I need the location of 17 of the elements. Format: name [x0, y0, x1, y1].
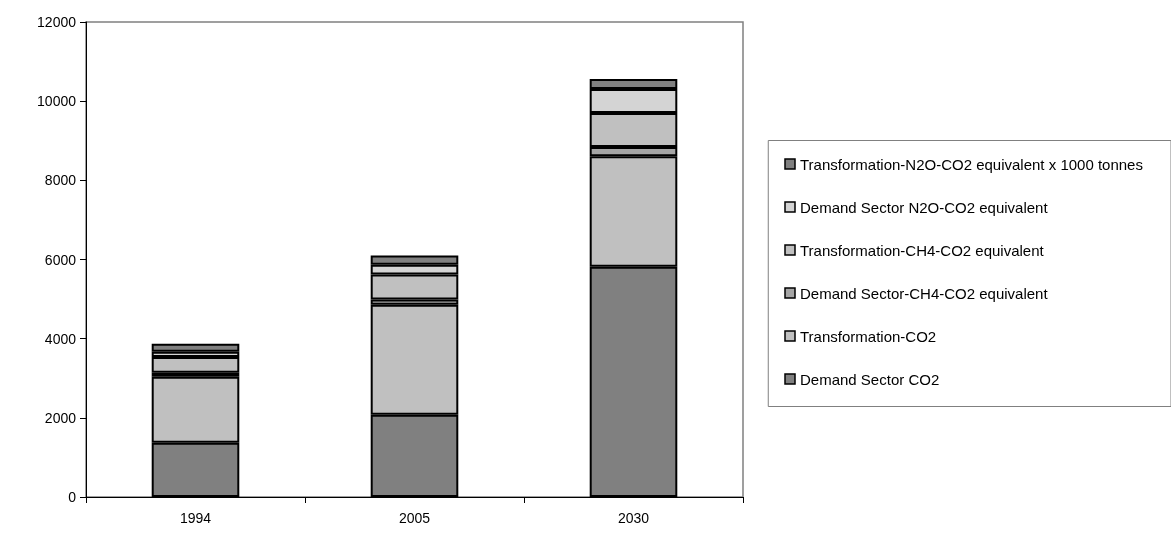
legend-label: Demand Sector N2O-CO2 equivalent [800, 198, 1049, 216]
legend-label: Transformation-CH4-CO2 equivalent [800, 241, 1045, 259]
legend-label: Demand Sector-CH4-CO2 equivalent [800, 284, 1049, 302]
x-tick-label: 2030 [617, 510, 650, 526]
legend-label: Transformation-CO2 [800, 327, 937, 345]
y-tick-label: 4000 [44, 330, 77, 347]
y-tick-label: 8000 [44, 172, 77, 189]
y-tick-label: 10000 [37, 93, 77, 110]
y-tick-label: 2000 [44, 409, 77, 426]
bar [151, 356, 240, 373]
y-tick-label: 12000 [37, 14, 77, 30]
x-tick-label: 2005 [398, 510, 431, 526]
legend-label: Demand Sector CO2 [800, 370, 940, 388]
legend-label: Transformation-N2O-CO2 equivalent x 1000 tonnes [800, 155, 1143, 173]
x-tick-label: 1994 [179, 510, 212, 526]
y-tick-label: 0 [68, 489, 77, 505]
y-tick-label: 6000 [44, 251, 77, 268]
